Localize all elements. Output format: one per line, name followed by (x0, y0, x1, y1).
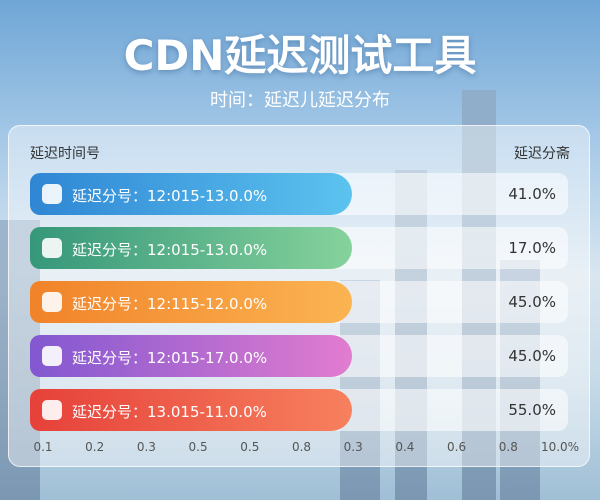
row-bar: 延迟分号：12:015-17.0.0% (30, 335, 352, 377)
row-icon (42, 238, 62, 258)
table-row: 延迟分号：12:015-17.0.0% 45.0% (30, 335, 568, 377)
axis-label: 0.8 (498, 440, 518, 454)
row-icon (42, 400, 62, 420)
row-value: 41.0% (508, 185, 556, 203)
column-header: 延迟时间号 (30, 146, 100, 162)
table-row: 延迟分号：12:115-12.0.0% 45.0% (30, 281, 568, 323)
axis-label: 0.2 (85, 440, 105, 454)
axis-label: 0.8 (291, 440, 312, 454)
row-value: 45.0% (508, 293, 556, 311)
row-value: 17.0% (508, 239, 556, 257)
row-value: 55.0% (508, 401, 556, 419)
axis-label: 0.1 (33, 440, 53, 454)
axis-label: 0.3 (136, 440, 156, 454)
row-bar: 延迟分号：12:015-13.0.0% (30, 227, 352, 269)
axis-label: 10.0% (540, 440, 580, 454)
row-icon (42, 346, 62, 366)
axis-label: 0.4 (395, 440, 415, 454)
row-bar: 延迟分号：12:015-13.0.0% (30, 173, 352, 215)
row-label: 延迟分号：12:115-12.0.0% (72, 295, 268, 313)
row-label: 延迟分号：13.015-11.0.0% (72, 403, 267, 421)
axis-label: 0.5 (240, 440, 260, 454)
row-icon (42, 292, 62, 312)
table-row: 延迟分号：12:015-13.0.0% 17.0% (30, 227, 568, 269)
table-row: 延迟分号：12:015-13.0.0% 41.0% (30, 173, 568, 215)
axis-label: 0.5 (188, 440, 208, 454)
subtitle: 时间：延迟儿延迟分布 (210, 90, 390, 111)
row-label: 延迟分号：12:015-13.0.0% (72, 241, 268, 259)
row-value: 45.0% (508, 347, 556, 365)
row-bar: 延迟分号：13.015-11.0.0% (30, 389, 352, 431)
axis-label: 0.3 (343, 440, 363, 454)
row-bar: 延迟分号：12:115-12.0.0% (30, 281, 352, 323)
row-icon (42, 184, 62, 204)
title: CDN延迟测试工具 (123, 31, 477, 80)
table-row: 延迟分号：13.015-11.0.0% 55.0% (30, 389, 568, 431)
axis-label: 0.6 (447, 440, 467, 454)
column-header: 延迟分斋 (514, 146, 570, 162)
row-label: 延迟分号：12:015-17.0.0% (72, 349, 268, 367)
row-label: 延迟分号：12:015-13.0.0% (72, 187, 268, 205)
